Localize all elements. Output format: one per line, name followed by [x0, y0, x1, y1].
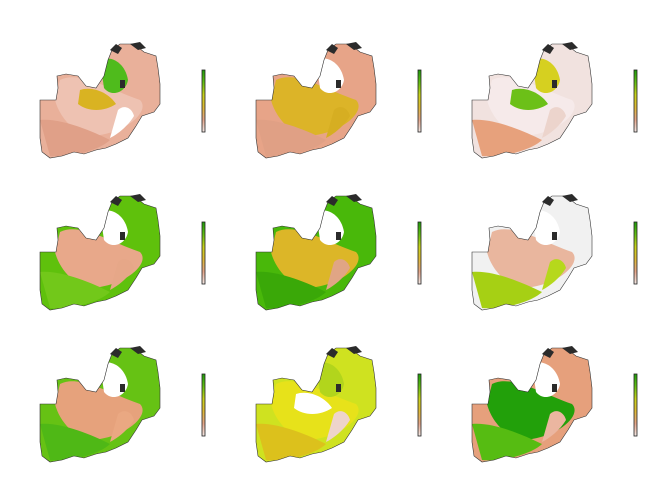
- land-cover-patch: [472, 423, 542, 461]
- land-cover-patch: [326, 259, 350, 290]
- land-cover-patch: [40, 271, 110, 309]
- lake-mark: [336, 80, 341, 88]
- land-cover-patch: [542, 411, 566, 442]
- lake-mark: [542, 348, 554, 358]
- country-outline: [255, 195, 377, 311]
- map-panel-3: [471, 42, 638, 159]
- legend-color-bar: [201, 69, 206, 133]
- lake-mark: [542, 44, 554, 54]
- legend-color-bar: [417, 69, 422, 133]
- country-outline: [471, 43, 593, 159]
- lake-mark: [346, 346, 362, 354]
- lake-mark: [552, 80, 557, 88]
- map-panel-7: [39, 346, 206, 463]
- land-cover-patch: [40, 119, 110, 157]
- lake-mark: [130, 346, 146, 354]
- lake-mark: [130, 194, 146, 202]
- legend-color-bar: [633, 69, 638, 133]
- map-panel-4: [39, 194, 206, 311]
- land-cover-patch: [472, 271, 542, 309]
- land-cover-patch: [542, 107, 566, 138]
- lake-mark: [562, 42, 578, 50]
- lake-mark: [346, 42, 362, 50]
- lake-mark: [326, 348, 338, 358]
- map-panel-1: [39, 42, 206, 159]
- lake-mark: [326, 44, 338, 54]
- country-outline: [255, 43, 377, 159]
- lake-mark: [120, 232, 125, 240]
- map-panel-2: [255, 42, 422, 159]
- lake-mark: [542, 196, 554, 206]
- legend-color-bar: [633, 221, 638, 285]
- legend-color-bar: [201, 373, 206, 437]
- country-outline: [471, 195, 593, 311]
- land-cover-patch: [326, 107, 350, 138]
- legend-color-bar: [417, 373, 422, 437]
- lake-mark: [562, 346, 578, 354]
- lake-mark: [120, 384, 125, 392]
- map-panel-5: [255, 194, 422, 311]
- lake-mark: [110, 348, 122, 358]
- map-panel-6: [471, 194, 638, 311]
- lake-mark: [552, 384, 557, 392]
- land-cover-patch: [256, 423, 326, 461]
- legend-color-bar: [633, 373, 638, 437]
- lake-mark: [326, 196, 338, 206]
- lake-mark: [110, 196, 122, 206]
- land-cover-patch: [78, 88, 116, 110]
- lake-mark: [346, 194, 362, 202]
- lake-mark: [130, 42, 146, 50]
- country-outline: [39, 195, 161, 311]
- country-outline: [39, 43, 161, 159]
- land-cover-patch: [294, 392, 332, 414]
- country-outline: [39, 347, 161, 463]
- land-cover-patch: [40, 423, 110, 461]
- land-cover-patch: [256, 119, 326, 157]
- lake-mark: [110, 44, 122, 54]
- map-panel-9: [471, 346, 638, 463]
- country-outline: [255, 347, 377, 463]
- legend-color-bar: [201, 221, 206, 285]
- land-cover-patch: [256, 271, 326, 309]
- land-cover-patch: [472, 119, 542, 157]
- lake-mark: [336, 384, 341, 392]
- land-cover-patch: [542, 259, 566, 290]
- land-cover-patch: [110, 107, 134, 138]
- land-cover-patch: [510, 88, 548, 110]
- map-panel-8: [255, 346, 422, 463]
- country-outline: [471, 347, 593, 463]
- lake-mark: [336, 232, 341, 240]
- land-cover-patch: [326, 411, 350, 442]
- legend-color-bar: [417, 221, 422, 285]
- lake-mark: [552, 232, 557, 240]
- land-cover-patch: [110, 259, 134, 290]
- lake-mark: [562, 194, 578, 202]
- land-cover-patch: [110, 411, 134, 442]
- lake-mark: [120, 80, 125, 88]
